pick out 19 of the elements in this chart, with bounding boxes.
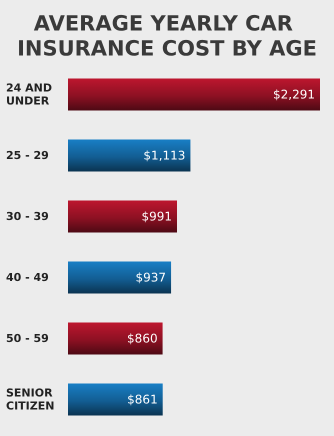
data-label: $937 bbox=[136, 270, 166, 284]
data-label: $861 bbox=[127, 392, 158, 406]
y-tick-label: 25 - 29 bbox=[6, 149, 49, 162]
y-tick-label: 30 - 39 bbox=[6, 210, 49, 223]
bar bbox=[68, 322, 163, 354]
bar bbox=[68, 384, 163, 416]
data-label: $1,113 bbox=[143, 148, 186, 162]
y-tick-label: SENIOR CITIZEN bbox=[6, 386, 56, 412]
chart-title: AVERAGE YEARLY CAR INSURANCE COST BY AGE bbox=[17, 12, 317, 60]
y-tick-label: 50 - 59 bbox=[6, 332, 49, 345]
bar bbox=[68, 78, 320, 110]
data-label: $860 bbox=[127, 332, 158, 346]
y-tick-label: 24 AND UNDER bbox=[6, 82, 56, 108]
data-label: $2,291 bbox=[273, 88, 315, 102]
data-label: $991 bbox=[141, 210, 172, 224]
bar bbox=[68, 262, 172, 294]
bar bbox=[68, 140, 190, 172]
bar bbox=[68, 200, 178, 232]
y-tick-label: 40 - 49 bbox=[6, 271, 49, 284]
